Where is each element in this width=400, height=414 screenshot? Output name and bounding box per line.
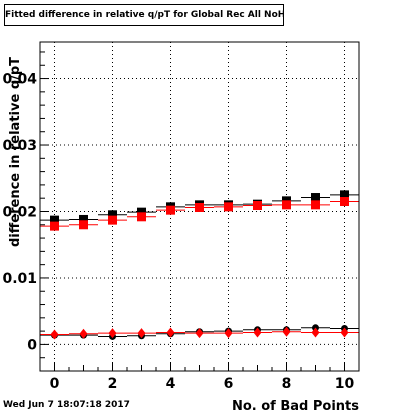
data-point <box>108 215 117 225</box>
data-point <box>50 329 59 340</box>
data-series-4 <box>40 326 359 340</box>
y-axis-title: difference in relative q/pT <box>8 57 23 247</box>
chart-title: Fitted difference in relative q/pT for G… <box>4 4 284 26</box>
x-tick-label: 8 <box>282 376 292 392</box>
data-point <box>282 326 291 337</box>
data-point <box>282 200 291 210</box>
x-tick-label: 10 <box>335 376 355 392</box>
data-point <box>311 200 320 210</box>
data-point <box>195 328 204 339</box>
x-tick-label: 0 <box>50 376 60 392</box>
y-tick-label: 0.03 <box>2 138 37 154</box>
data-point <box>79 220 88 230</box>
data-point <box>224 202 233 212</box>
data-point <box>50 221 59 231</box>
data-point <box>50 215 59 225</box>
data-point <box>253 327 262 338</box>
data-point <box>137 207 146 217</box>
data-point <box>224 328 233 339</box>
y-tick-label: 0.01 <box>2 271 37 287</box>
x-tick-label: 6 <box>224 376 234 392</box>
data-point <box>137 212 146 222</box>
y-tick-label: 0.04 <box>2 72 37 88</box>
data-point <box>137 328 146 339</box>
data-point <box>340 197 349 207</box>
y-tick-label: 0.02 <box>2 204 37 220</box>
data-point <box>340 327 349 338</box>
y-tick-label: 0 <box>27 337 37 353</box>
x-tick-label: 4 <box>166 376 176 392</box>
data-point <box>311 327 320 338</box>
data-point <box>166 205 175 215</box>
data-point <box>108 328 117 339</box>
data-point <box>108 210 117 220</box>
data-point <box>311 193 320 203</box>
x-tick-label: 2 <box>108 376 118 392</box>
data-point <box>253 201 262 211</box>
x-axis-title: No. of Bad Points <box>232 399 359 414</box>
data-point <box>340 190 349 200</box>
data-point <box>79 214 88 224</box>
data-point <box>195 202 204 212</box>
axes: 0 2 4 6 8 10 0 0.01 0.02 0.03 0.04 <box>2 41 360 392</box>
timestamp: Wed Jun 7 18:07:18 2017 <box>3 400 130 410</box>
data-point <box>166 327 175 338</box>
data-series-2 <box>40 197 359 231</box>
data-point <box>79 328 88 339</box>
data-series <box>40 190 359 340</box>
